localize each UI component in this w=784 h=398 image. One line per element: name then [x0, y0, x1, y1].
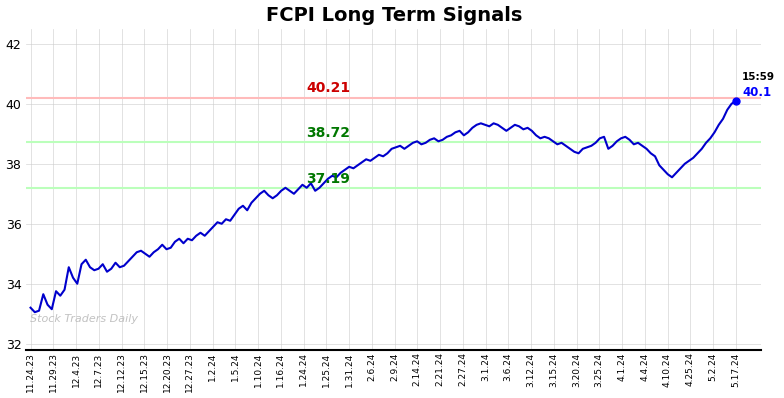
Text: 37.19: 37.19: [307, 172, 350, 186]
Text: 40.1: 40.1: [742, 86, 771, 100]
Text: 15:59: 15:59: [742, 72, 775, 82]
Text: Stock Traders Daily: Stock Traders Daily: [30, 314, 138, 324]
Text: 38.72: 38.72: [307, 126, 350, 140]
Text: 40.21: 40.21: [307, 81, 350, 95]
Title: FCPI Long Term Signals: FCPI Long Term Signals: [266, 6, 522, 25]
